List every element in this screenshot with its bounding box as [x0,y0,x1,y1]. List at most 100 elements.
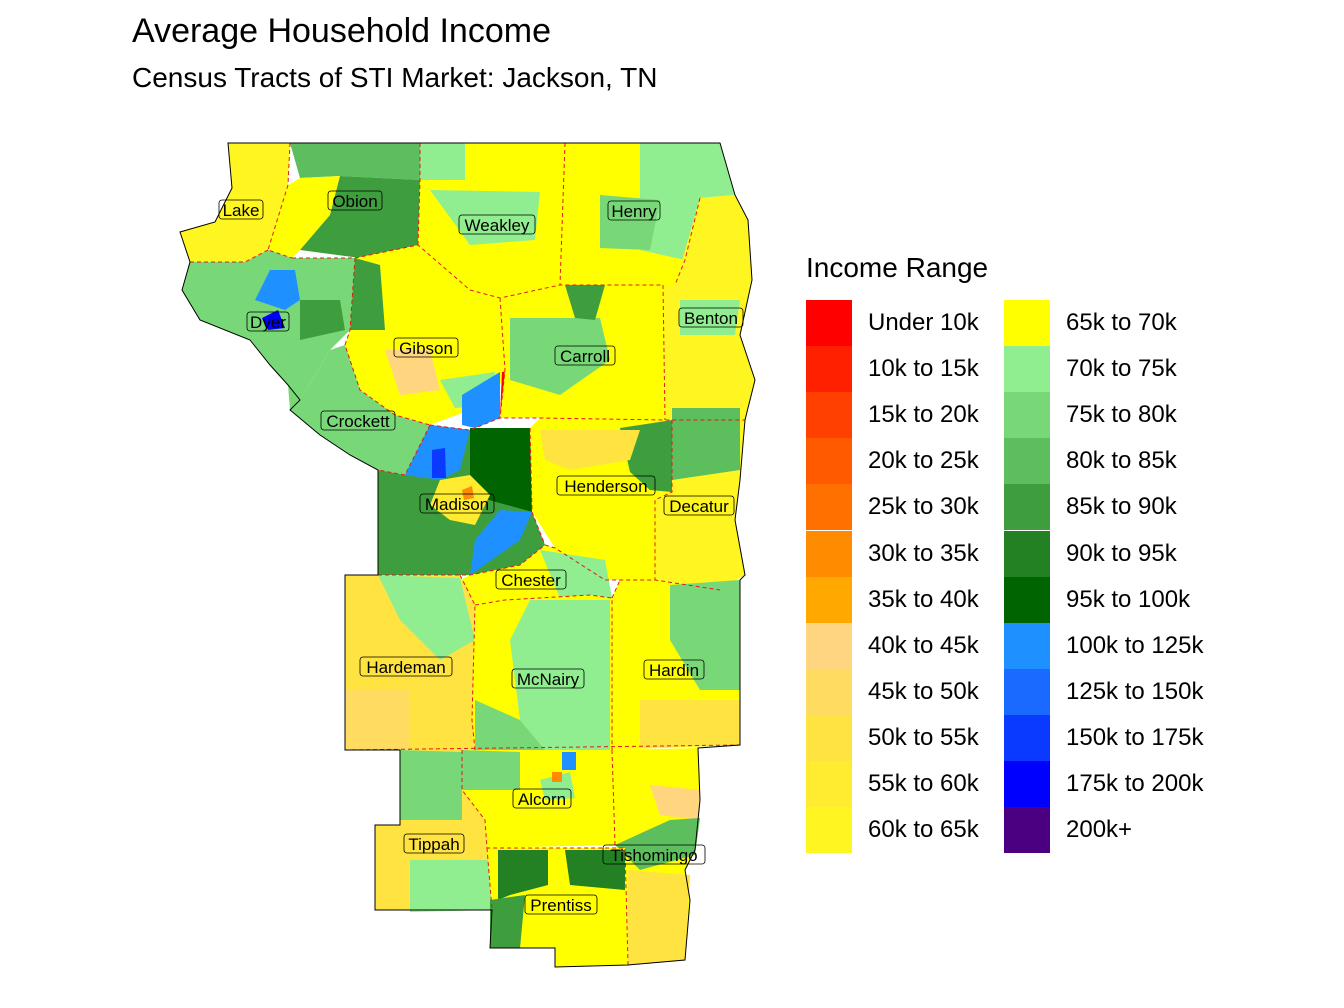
tract-prentiss-c [565,850,625,890]
tract-weakley-c [430,190,540,245]
label-obion: Obion [327,190,383,211]
county-borders [190,142,745,966]
label-gibson: Gibson [393,337,459,358]
tract-carroll-b [510,318,610,395]
legend-swatch [806,668,852,715]
svg-text:Obion: Obion [332,192,377,211]
legend-swatch [1004,484,1050,531]
tract-weakley-a [420,143,465,180]
label-mcnairy: McNairy [511,668,585,689]
svg-text:Benton: Benton [684,309,738,328]
tract-tishomingo-c [615,818,700,870]
label-alcorn: Alcorn [512,788,572,809]
tract-obion-b [268,176,340,258]
legend-label: 30k to 35k [868,539,979,567]
tract-obion-a [290,143,420,180]
legend-swatch [1004,622,1050,669]
tract-prentiss-d [490,895,525,948]
svg-text:Henderson: Henderson [564,477,647,496]
tract-lake [180,143,290,262]
legend-swatch [806,807,852,854]
label-carroll: Carroll [554,345,616,366]
tract-benton-b [680,300,740,335]
svg-text:Carroll: Carroll [560,347,610,366]
tract-fills [180,143,755,967]
legend-label: 50k to 55k [868,723,979,751]
label-prentiss: Prentiss [524,894,598,915]
legend-swatch [1004,530,1050,577]
label-hardin: Hardin [643,659,705,680]
legend-swatch [1004,761,1050,807]
label-tippah: Tippah [403,833,465,854]
tract-mcnairy-c [475,700,545,750]
legend-label: 45k to 50k [868,677,979,705]
svg-text:Lake: Lake [223,201,260,220]
tract-tishomingo-d [628,870,690,965]
legend-swatch [1004,668,1050,715]
tract-gibson-blue [462,372,500,428]
tract-dyer-dark [262,310,285,330]
label-weakley: Weakley [458,214,536,235]
legend-label: 15k to 20k [868,401,979,429]
legend-label: 40k to 45k [868,631,979,659]
tract-henry-b [640,143,735,260]
tract-alcorn-orange [552,772,562,782]
label-chester: Chester [495,569,567,590]
label-henderson: Henderson [556,475,656,496]
svg-text:McNairy: McNairy [517,670,580,689]
tract-tippah-b [400,750,462,820]
legend-label: 80k to 85k [1066,447,1177,475]
tract-crockett [288,345,430,475]
legend-label: 85k to 90k [1066,493,1177,521]
legend-swatch [1004,807,1050,854]
legend-swatch [806,622,852,669]
legend-label: 150k to 175k [1066,723,1204,751]
tract-alcorn-b [462,750,520,790]
label-madison: Madison [419,493,495,514]
svg-text:Madison: Madison [425,495,489,514]
tract-alcorn-c [540,772,575,800]
map-subtitle: Census Tracts of STI Market: Jackson, TN [132,62,658,93]
legend-label: Under 10k [868,309,979,336]
legend-label: 175k to 200k [1066,770,1204,797]
legend-label: 20k to 25k [868,447,979,475]
svg-text:Dyer: Dyer [250,313,286,332]
legend-label: 10k to 15k [868,355,979,383]
legend-swatch [1004,346,1050,393]
legend: Under 10k 10k to 15k 15k to 20k 20k to 25k 2… [806,300,1236,854]
tract-gibson-c [350,258,385,330]
svg-text:Hardeman: Hardeman [366,658,445,677]
tract-hardin-c [640,700,740,748]
legend-label: 100k to 125k [1066,631,1204,659]
tract-henry-c [600,195,660,250]
svg-text:Chester: Chester [501,571,561,590]
tract-chester-b [540,550,612,598]
legend-swatch [806,484,852,531]
legend-swatch [806,392,852,439]
svg-text:Alcorn: Alcorn [518,790,566,809]
legend-swatch [1004,576,1050,623]
legend-label: 200k+ [1066,816,1133,844]
tract-carroll-c [565,285,605,320]
legend-label: 55k to 60k [868,770,979,797]
tract-prentiss-b [498,850,548,900]
legend-label: 125k to 150k [1066,677,1204,705]
legend-swatch [806,346,852,393]
svg-text:Hardin: Hardin [649,661,699,680]
legend-swatch [1004,438,1050,485]
tract-henderson-c [540,430,640,470]
svg-text:Weakley: Weakley [465,216,530,235]
label-decatur: Decatur [663,495,735,516]
legend-title: Income Range [806,252,989,283]
svg-text:Crockett: Crockett [326,412,390,431]
legend-label: 95k to 100k [1066,585,1191,613]
svg-text:Gibson: Gibson [399,339,453,358]
market-outline [179,142,756,968]
legend-swatch [806,761,852,807]
label-lake: Lake [218,199,264,220]
tract-dyer-blue [255,270,300,310]
legend-swatch [1004,300,1050,346]
legend-label: 35k to 40k [868,585,979,613]
tract-madison-orange [462,486,474,500]
